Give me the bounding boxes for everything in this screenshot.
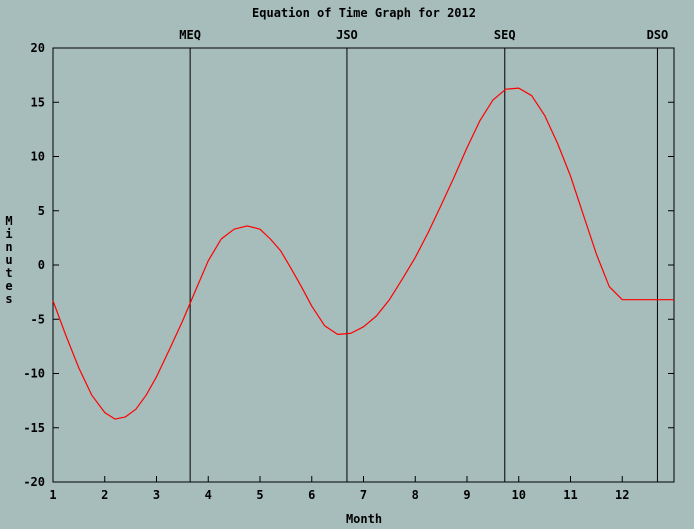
y-axis-label-char: s [5, 292, 12, 306]
y-axis: -20 -15 -10 -5 0 5 10 15 20 [23, 41, 674, 489]
y-tick-label: 0 [38, 258, 45, 272]
x-tick-label: 1 [49, 488, 56, 502]
marker-lines: MEQ JSO SEQ DSO [179, 28, 668, 482]
marker-label-jso: JSO [336, 28, 358, 42]
marker-label-seq: SEQ [494, 28, 516, 42]
y-tick-label: -5 [31, 312, 45, 326]
series-group [52, 87, 674, 420]
plot-area [52, 47, 675, 483]
x-tick-label: 4 [205, 488, 212, 502]
y-tick-label: 5 [38, 204, 45, 218]
x-tick-label: 5 [256, 488, 263, 502]
x-tick-label: 11 [563, 488, 577, 502]
y-axis-label-char: u [5, 253, 12, 267]
y-tick-label: -20 [23, 475, 45, 489]
y-axis-label-char: e [5, 279, 12, 293]
x-axis-label: Month [346, 512, 382, 526]
y-tick-label: 20 [31, 41, 45, 55]
y-tick-label: -10 [23, 367, 45, 381]
y-tick-label: -15 [23, 421, 45, 435]
x-tick-label: 8 [412, 488, 419, 502]
y-axis-label-char: n [5, 240, 12, 254]
series-line-0 [52, 87, 674, 420]
marker-label-meq: MEQ [179, 28, 201, 42]
x-tick-label: 6 [308, 488, 315, 502]
x-tick-label: 10 [512, 488, 526, 502]
x-tick-label: 3 [153, 488, 160, 502]
y-axis-label-char: t [5, 266, 12, 280]
y-axis-label-char: M [5, 214, 12, 228]
chart-title: Equation of Time Graph for 2012 [252, 6, 476, 20]
x-tick-label: 7 [360, 488, 367, 502]
x-axis: 1 2 3 4 5 6 7 8 9 10 11 12 [49, 476, 629, 502]
y-axis-label-char: i [5, 227, 12, 241]
x-tick-label: 2 [101, 488, 108, 502]
y-tick-label: 15 [31, 95, 45, 109]
x-tick-label: 12 [615, 488, 629, 502]
x-tick-label: 9 [463, 488, 470, 502]
marker-label-dso: DSO [647, 28, 669, 42]
y-tick-label: 10 [31, 150, 45, 164]
